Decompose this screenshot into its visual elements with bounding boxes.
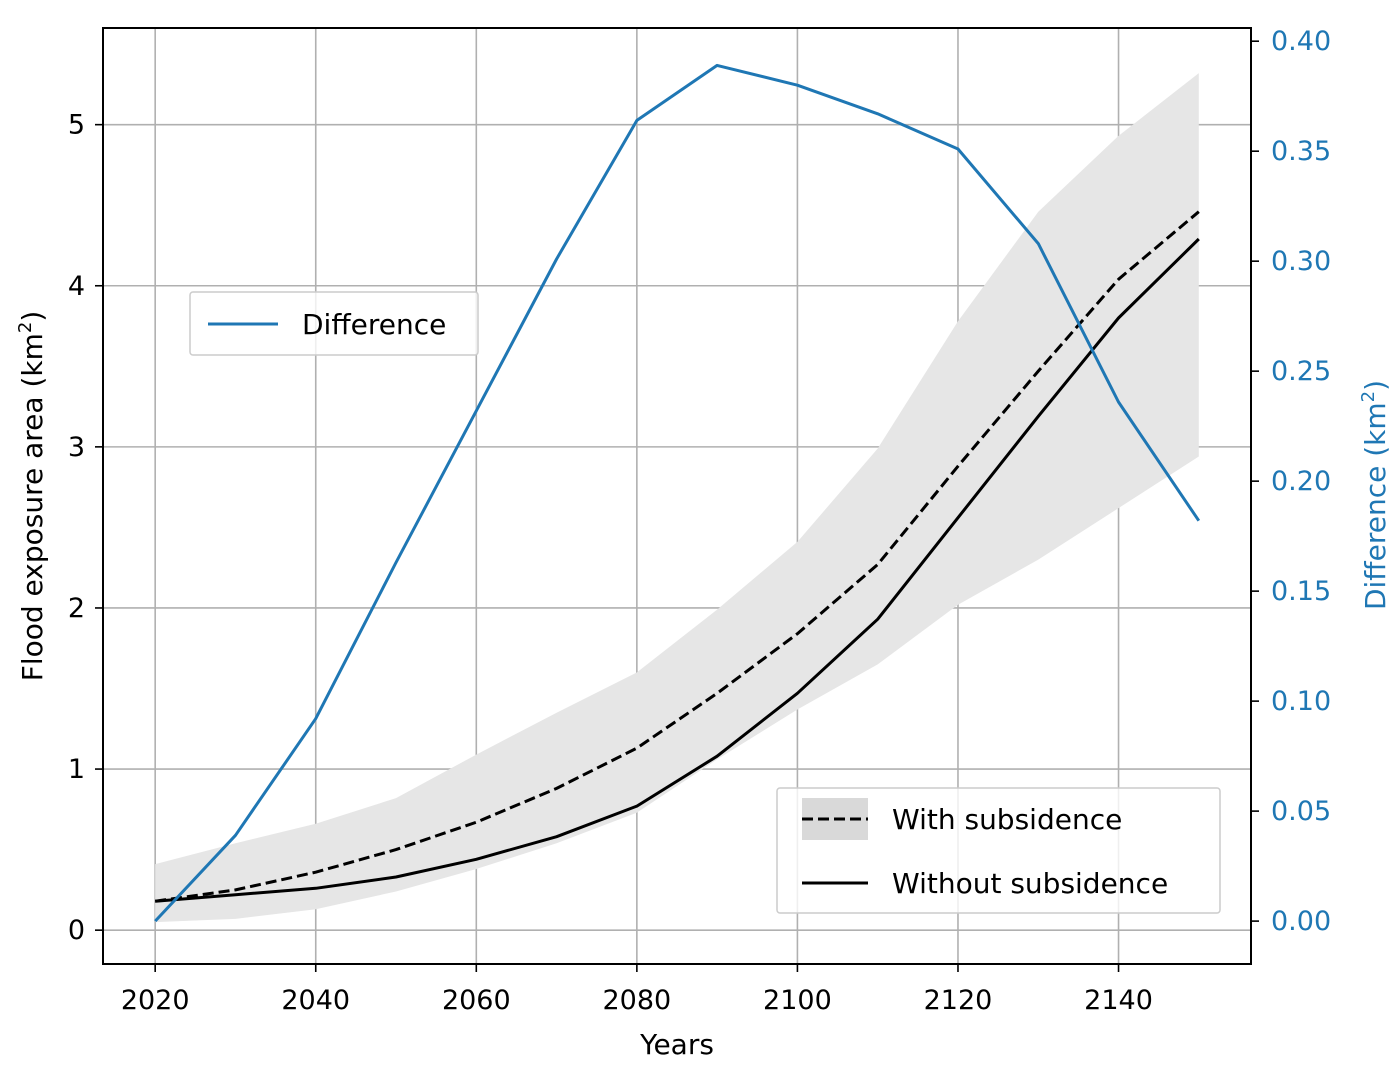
- without-subsidence-point: [716, 755, 719, 758]
- difference-point: [475, 409, 478, 412]
- without-subsidence-point: [796, 692, 799, 695]
- band-layer: [155, 73, 1199, 923]
- y-axis-label-right: Difference (km2): [1358, 380, 1392, 610]
- with-subsidence-point: [1037, 370, 1040, 373]
- difference-point: [876, 112, 879, 115]
- x-axis-label: Years: [639, 1028, 714, 1061]
- legend-subsidence-frame: [776, 787, 1221, 914]
- with-subsidence-point: [555, 787, 558, 790]
- with-subsidence-band: [155, 73, 1199, 923]
- legend-difference-label: Difference: [302, 308, 446, 341]
- y-axis-label-left: Flood exposure area (km2): [15, 311, 49, 682]
- x-tick-label: 2140: [1084, 985, 1153, 1016]
- difference-point: [957, 148, 960, 151]
- with-subsidence-point: [796, 632, 799, 635]
- x-tick-label: 2100: [763, 985, 832, 1016]
- difference-point: [1197, 519, 1200, 522]
- with-subsidence-point: [234, 888, 237, 891]
- x-tick-label: 2080: [603, 985, 672, 1016]
- lines-layer: [154, 63, 1201, 923]
- y-left-tick-label: 5: [68, 110, 85, 141]
- legend-without-subsidence-label: Without subsidence: [892, 867, 1168, 900]
- x-tick-label: 2040: [281, 985, 350, 1016]
- difference-point: [635, 119, 638, 122]
- y-right-tick-label: 0.25: [1271, 356, 1331, 387]
- plot-frame: [102, 27, 1252, 965]
- difference-point: [796, 84, 799, 87]
- y-right-tick-label: 0.10: [1271, 686, 1331, 717]
- difference-point: [1117, 401, 1120, 404]
- y-left-tick-label: 4: [68, 271, 85, 302]
- y-right-tick-label: 0.00: [1271, 906, 1331, 937]
- y-left-tick-label: 3: [68, 432, 85, 463]
- without-subsidence-point: [1037, 415, 1040, 418]
- with-subsidence-point: [314, 871, 317, 874]
- without-subsidence-line: [155, 237, 1200, 903]
- y-right-tick-label: 0.35: [1271, 136, 1331, 167]
- difference-point: [395, 561, 398, 564]
- without-subsidence-point: [314, 887, 317, 890]
- with-subsidence-point: [475, 821, 478, 824]
- without-subsidence-point: [475, 858, 478, 861]
- with-subsidence-point: [395, 848, 398, 851]
- legend-difference-frame: [189, 291, 479, 356]
- y-left-tick-label: 2: [68, 593, 85, 624]
- x-tick-label: 2120: [924, 985, 993, 1016]
- without-subsidence-point: [395, 876, 398, 879]
- y-right-tick-label: 0.05: [1271, 796, 1331, 827]
- without-subsidence-point: [234, 893, 237, 896]
- difference-point: [314, 717, 317, 720]
- without-subsidence-point: [154, 900, 157, 903]
- with-subsidence-line: [154, 210, 1200, 903]
- y-left-tick-label: 1: [68, 754, 85, 785]
- difference-point: [555, 258, 558, 261]
- with-subsidence-point: [957, 465, 960, 468]
- without-subsidence-point: [1197, 238, 1200, 241]
- without-subsidence-point: [876, 618, 879, 621]
- difference-point: [234, 834, 237, 837]
- with-subsidence-point: [1197, 210, 1200, 213]
- difference-point: [1037, 242, 1040, 245]
- without-subsidence-point: [1117, 317, 1120, 320]
- legend-subsidence: With subsidence Without subsidence: [776, 787, 1221, 914]
- legend-with-subsidence-label: With subsidence: [892, 803, 1122, 836]
- y-right-tick-label: 0.30: [1271, 246, 1331, 277]
- with-subsidence-point: [635, 747, 638, 750]
- without-subsidence-point: [957, 516, 960, 519]
- difference-point: [716, 64, 719, 67]
- with-subsidence-point: [1117, 278, 1120, 281]
- x-tick-label: 2020: [121, 985, 190, 1016]
- with-subsidence-point: [716, 692, 719, 695]
- difference-line: [154, 63, 1201, 923]
- ticks-layer: 2020 2040 2060 2080 2100 2120 2140 0 1 2 3 4 5 0.00 0.…: [68, 26, 1331, 1016]
- y-right-tick-label: 0.40: [1271, 26, 1331, 57]
- y-right-tick-label: 0.20: [1271, 466, 1331, 497]
- difference-point: [154, 920, 157, 923]
- y-right-tick-label: 0.15: [1271, 576, 1331, 607]
- legend-difference: Difference: [189, 291, 479, 356]
- y-left-tick-label: 0: [68, 915, 85, 946]
- x-tick-label: 2060: [442, 985, 511, 1016]
- with-subsidence-point: [876, 563, 879, 566]
- without-subsidence-point: [555, 835, 558, 838]
- without-subsidence-point: [635, 805, 638, 808]
